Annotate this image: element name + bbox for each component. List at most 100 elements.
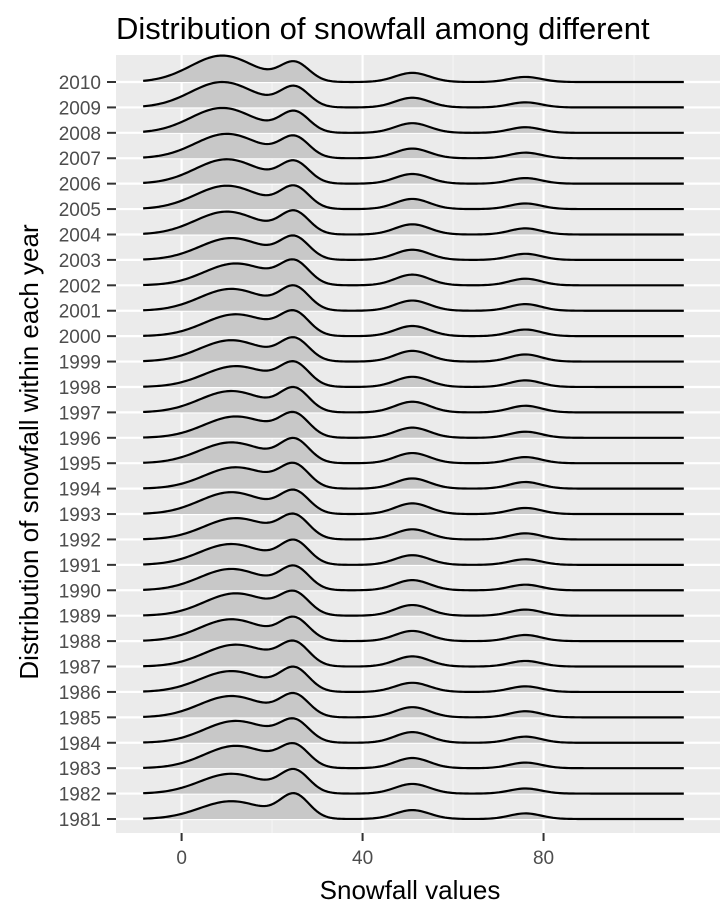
y-tick-label-2001: 2001 xyxy=(59,302,101,323)
y-tick-label-2003: 2003 xyxy=(59,251,101,272)
ridge-fill-2009 xyxy=(143,82,684,108)
ridge-fill-2007 xyxy=(143,133,684,159)
ridge-line-1989 xyxy=(143,589,684,617)
ridge-1993 xyxy=(143,488,684,516)
ridge-fill-1983 xyxy=(143,743,684,769)
y-tick-label-2009: 2009 xyxy=(59,98,101,119)
ridge-1984 xyxy=(143,717,684,744)
ridge-1983 xyxy=(143,741,684,770)
ridge-1986 xyxy=(143,665,684,694)
ridge-line-2001 xyxy=(143,284,684,312)
y-tick-label-1989: 1989 xyxy=(59,607,101,628)
y-tick-label-2005: 2005 xyxy=(59,200,101,221)
ridge-line-1988 xyxy=(143,615,684,643)
y-tick-label-2007: 2007 xyxy=(59,149,101,170)
y-tick-label-1987: 1987 xyxy=(59,658,101,679)
ridge-fill-1991 xyxy=(143,539,684,565)
ridge-line-1987 xyxy=(143,639,684,668)
ridge-1995 xyxy=(143,436,684,465)
ridge-line-1983 xyxy=(143,741,684,770)
ridge-fill-1997 xyxy=(143,387,684,413)
ridge-line-2010 xyxy=(143,54,684,84)
ridge-line-2007 xyxy=(143,132,684,160)
y-tick-label-1990: 1990 xyxy=(59,581,101,602)
ridge-line-1996 xyxy=(143,410,684,439)
x-tick-label-40: 40 xyxy=(352,848,373,869)
ridge-2001 xyxy=(143,284,684,312)
y-tick-label-1982: 1982 xyxy=(59,785,101,806)
ridge-1999 xyxy=(143,336,684,363)
y-tick-label-1991: 1991 xyxy=(59,556,101,577)
y-tick-label-1981: 1981 xyxy=(59,810,101,831)
y-tick-label-1992: 1992 xyxy=(59,530,101,551)
y-tick-label-1996: 1996 xyxy=(59,429,101,450)
y-tick-label-2006: 2006 xyxy=(59,175,101,196)
y-axis: 1981 1982 1983 1984 1985 1986 1987 1988 1989 1990… xyxy=(59,73,116,831)
ridge-1982 xyxy=(143,767,684,795)
y-tick-label-1984: 1984 xyxy=(59,734,102,755)
y-tick-label-1995: 1995 xyxy=(59,454,101,475)
ridge-line-1992 xyxy=(143,512,684,541)
ridge-2002 xyxy=(143,258,684,287)
ridge-line-2003 xyxy=(143,234,684,261)
ridge-1989 xyxy=(143,589,684,617)
ridge-1985 xyxy=(143,691,684,719)
ridge-fill-2005 xyxy=(143,185,684,210)
ridge-2009 xyxy=(143,80,684,109)
ridge-2005 xyxy=(143,184,684,211)
ridge-fill-1995 xyxy=(143,437,684,464)
ridge-line-1991 xyxy=(143,538,684,566)
y-tick-label-1983: 1983 xyxy=(59,759,101,780)
x-tick-label-0: 0 xyxy=(176,848,187,869)
ridge-1991 xyxy=(143,538,684,566)
ridge-line-1985 xyxy=(143,691,684,719)
ridge-fill-1984 xyxy=(143,718,684,743)
ridge-fill-1981 xyxy=(143,793,684,819)
y-tick-label-1985: 1985 xyxy=(59,708,101,729)
x-tick-label-80: 80 xyxy=(533,848,554,869)
ridge-line-1986 xyxy=(143,665,684,694)
ridge-1997 xyxy=(143,385,684,414)
ridge-1998 xyxy=(143,360,684,389)
ridge-line-2002 xyxy=(143,258,684,287)
y-tick-label-2010: 2010 xyxy=(59,73,101,94)
ridge-fill-1989 xyxy=(143,590,684,616)
x-axis: 0 40 80 xyxy=(176,833,554,869)
ridge-fill-2010 xyxy=(143,55,684,82)
y-tick-label-2004: 2004 xyxy=(59,225,102,246)
ridge-fill-2006 xyxy=(143,159,684,184)
y-tick-label-1999: 1999 xyxy=(59,353,101,374)
ridge-1988 xyxy=(143,615,684,643)
ridge-line-1995 xyxy=(143,436,684,465)
ridge-1981 xyxy=(143,792,684,821)
ridge-fill-1986 xyxy=(143,666,684,692)
chart-title: Distribution of snowfall among different xyxy=(116,11,650,46)
y-tick-label-2008: 2008 xyxy=(59,124,101,145)
ridge-line-1990 xyxy=(143,564,684,592)
ridge-1990 xyxy=(143,564,684,592)
ridge-line-2008 xyxy=(143,106,684,134)
ridge-fill-1982 xyxy=(143,768,684,794)
ridge-1996 xyxy=(143,410,684,439)
y-tick-label-1993: 1993 xyxy=(59,505,101,526)
ridge-line-1993 xyxy=(143,488,684,516)
y-tick-label-1997: 1997 xyxy=(59,403,101,424)
ridge-2004 xyxy=(143,209,684,236)
ridge-fill-1990 xyxy=(143,565,684,591)
ridge-1992 xyxy=(143,512,684,541)
ridge-line-1994 xyxy=(143,461,684,490)
ridge-line-1982 xyxy=(143,767,684,795)
y-tick-label-2002: 2002 xyxy=(59,276,101,297)
ridge-2007 xyxy=(143,132,684,160)
y-tick-label-2000: 2000 xyxy=(59,327,101,348)
ridge-2010 xyxy=(143,54,684,84)
ridge-line-1999 xyxy=(143,336,684,363)
ridge-2000 xyxy=(143,309,684,338)
y-tick-label-1994: 1994 xyxy=(59,480,102,501)
ridge-line-2006 xyxy=(143,158,684,185)
ridge-line-1997 xyxy=(143,385,684,414)
ridges xyxy=(143,54,684,821)
ridge-line-2005 xyxy=(143,184,684,211)
